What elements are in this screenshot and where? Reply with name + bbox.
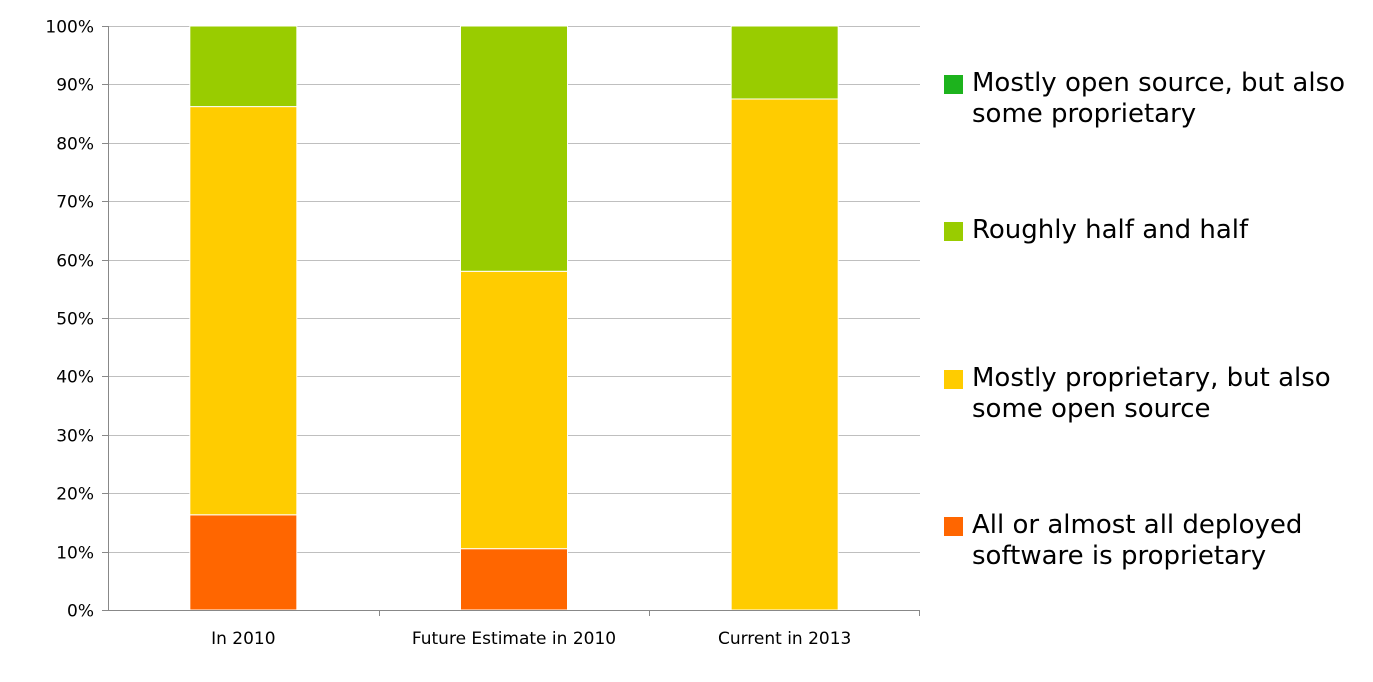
legend-item-mostly-proprietary: Mostly proprietary, but also some open s… <box>944 363 1372 425</box>
y-tick-labels: 0% 10% 20% 30% 40% 50% 60% 70% 80% 90% 100% <box>45 18 94 622</box>
bars <box>189 25 839 611</box>
legend-item-all-proprietary: All or almost all deployed software is p… <box>944 510 1372 572</box>
bar-segment <box>460 270 568 550</box>
y-tick-label: 100% <box>45 18 94 38</box>
y-tick-label: 50% <box>56 310 94 330</box>
bar-segment <box>730 25 839 100</box>
y-tick-label: 30% <box>56 427 94 447</box>
y-tick-label: 80% <box>56 135 94 155</box>
legend-item-half-and-half: Roughly half and half <box>944 215 1372 246</box>
y-tick-label: 70% <box>56 193 94 213</box>
stacked-bar-chart: 0% 10% 20% 30% 40% 50% 60% 70% 80% 90% 100% In 201… <box>45 18 920 649</box>
legend: Mostly open source, but also some propri… <box>944 0 1373 682</box>
y-tick-label: 0% <box>67 602 94 622</box>
y-tick-label: 60% <box>56 252 94 272</box>
bar-segment <box>189 25 298 108</box>
axes <box>102 26 920 616</box>
x-category-label: Future Estimate in 2010 <box>412 629 616 649</box>
legend-label: Mostly open source, but also some propri… <box>972 68 1346 129</box>
x-category-label: Current in 2013 <box>718 629 851 649</box>
x-category-label: In 2010 <box>211 629 275 649</box>
legend-swatch <box>944 75 963 94</box>
x-category-labels: In 2010 Future Estimate in 2010 Current in… <box>211 629 851 649</box>
bar-segment <box>460 25 568 272</box>
legend-item-mostly-open-source: Mostly open source, but also some propri… <box>944 68 1372 130</box>
legend-label: Mostly proprietary, but also some open s… <box>972 363 1331 424</box>
legend-label: All or almost all deployed software is p… <box>972 510 1303 571</box>
legend-swatch <box>944 517 963 536</box>
legend-label: Roughly half and half <box>972 215 1249 245</box>
y-tick-label: 90% <box>56 76 94 96</box>
y-tick-label: 20% <box>56 485 94 505</box>
y-tick-label: 10% <box>56 544 94 564</box>
bar-segment <box>189 106 298 516</box>
bar-segment <box>730 98 839 611</box>
bar-segment <box>189 514 298 611</box>
legend-swatch <box>944 222 963 241</box>
legend-swatch <box>944 370 963 389</box>
bar-segment <box>460 548 568 611</box>
y-tick-label: 40% <box>56 368 94 388</box>
